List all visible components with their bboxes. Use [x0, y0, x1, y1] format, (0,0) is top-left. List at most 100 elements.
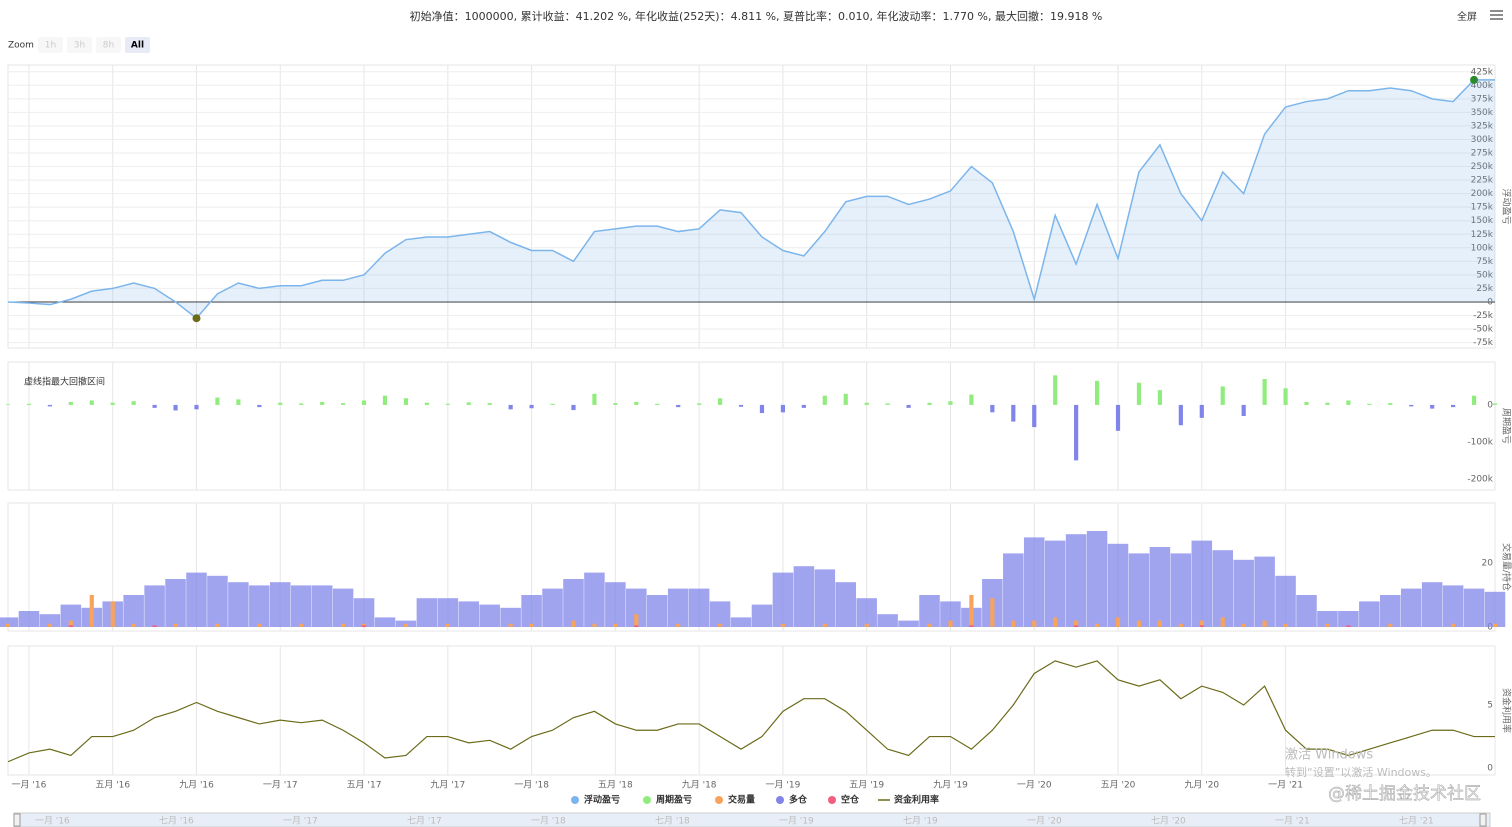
panel-frame: [7, 64, 1496, 349]
axis-title: 交易量/持仓: [1501, 543, 1512, 591]
bar: [68, 401, 73, 405]
navigator-label: 一月 '19: [779, 816, 814, 827]
bar: [927, 402, 932, 405]
bar: [144, 585, 165, 627]
bar: [885, 403, 890, 405]
bar: [1400, 588, 1422, 627]
zoom-button-label[interactable]: All: [131, 41, 144, 51]
fullscreen[interactable]: 全屏: [1457, 10, 1477, 23]
bar: [717, 623, 723, 627]
y-tick-label: -25k: [1473, 311, 1494, 321]
menu-icon[interactable]: [1490, 10, 1503, 20]
x-tick-label: 一月 '18: [514, 780, 549, 791]
bar: [382, 395, 388, 405]
bar: [634, 614, 639, 627]
bar: [1032, 404, 1037, 428]
bar: [969, 394, 974, 405]
y-tick-label: 400k: [1471, 81, 1494, 91]
bar: [207, 575, 228, 627]
legend-label[interactable]: 空仓: [841, 794, 860, 806]
bar: [1003, 553, 1024, 627]
legend-symbol[interactable]: [776, 796, 784, 804]
bar: [68, 625, 73, 627]
x-tick-label: 九月 '16: [179, 780, 214, 791]
bar: [634, 625, 639, 627]
bar: [822, 395, 827, 405]
bar: [89, 400, 94, 405]
y-tick-label: 275k: [1471, 149, 1494, 159]
bar: [1430, 404, 1435, 409]
y-tick-label: 325k: [1471, 121, 1494, 131]
legend-symbol[interactable]: [571, 796, 579, 804]
legend-label[interactable]: 多仓: [789, 794, 808, 806]
bar: [1199, 620, 1204, 627]
zoom-button[interactable]: [67, 37, 92, 53]
bar: [1484, 591, 1506, 627]
navigator: [13, 812, 1491, 827]
bar: [948, 620, 953, 627]
zoom-button-label[interactable]: 1h: [45, 41, 56, 51]
legend-label[interactable]: 资金利用率: [894, 794, 939, 806]
bar: [173, 623, 178, 627]
zoom-button[interactable]: [125, 37, 150, 53]
bar: [361, 625, 367, 627]
navigator-label: 七月 '16: [159, 816, 194, 827]
x-tick-label: 九月 '20: [1184, 780, 1219, 791]
y-tick-label: 200k: [1471, 189, 1494, 199]
bar: [542, 588, 563, 627]
bar: [1191, 540, 1213, 627]
x-tick-label: 一月 '21: [1268, 780, 1303, 791]
legend-label[interactable]: 周期盈亏: [656, 794, 692, 806]
y-tick-label: 425k: [1471, 67, 1494, 77]
x-tick-label: 五月 '19: [849, 780, 884, 791]
bar: [299, 403, 304, 405]
legend-symbol[interactable]: [643, 796, 651, 804]
zoom-button-label[interactable]: 8h: [103, 41, 114, 51]
x-tick-label: 九月 '18: [682, 780, 717, 791]
y-tick-label: 5: [1487, 701, 1493, 711]
bar: [1325, 402, 1330, 405]
x-tick-label: 一月 '19: [766, 780, 801, 791]
watermark: 激活 Windows: [1285, 748, 1373, 763]
bar: [5, 623, 11, 627]
zoom-button[interactable]: [96, 37, 121, 53]
legend-label[interactable]: 浮动盈亏: [584, 794, 620, 806]
bar: [1346, 400, 1351, 405]
y-tick-label: 0: [1487, 623, 1493, 633]
bar: [835, 582, 857, 627]
navigator-handle-right[interactable]: [1479, 813, 1487, 827]
axis-title: 周期盈亏: [1501, 408, 1512, 444]
bar: [801, 404, 806, 408]
bar: [152, 625, 157, 627]
bar: [626, 588, 647, 627]
bar: [529, 404, 534, 409]
annotation: 虚线指最大回撤区间: [24, 376, 105, 388]
navigator-handle-left[interactable]: [13, 813, 21, 827]
bar: [1304, 401, 1309, 405]
bar: [1199, 625, 1204, 627]
bar: [299, 623, 304, 627]
zoom-button[interactable]: [38, 37, 63, 53]
y-tick-label: -50k: [1473, 325, 1494, 335]
zoom-button-label[interactable]: 3h: [74, 41, 85, 51]
bar: [1283, 623, 1288, 627]
watermark: 转到“设置”以激活 Windows。: [1285, 765, 1437, 779]
y-tick-label: -100k: [1467, 437, 1493, 447]
legend-symbol[interactable]: [828, 796, 836, 804]
axis-title: 浮动盈亏: [1501, 188, 1512, 224]
bar: [919, 595, 940, 627]
legend-symbol[interactable]: [715, 796, 723, 804]
bar: [571, 404, 576, 411]
bar: [1074, 620, 1079, 627]
bar: [1136, 620, 1142, 627]
bar: [416, 598, 438, 627]
bar: [1065, 534, 1087, 627]
legend-label[interactable]: 交易量: [728, 794, 755, 806]
bar: [738, 404, 744, 407]
bar: [341, 403, 346, 405]
bar: [290, 585, 312, 627]
x-tick-label: 九月 '17: [430, 780, 465, 791]
bar: [1023, 537, 1045, 627]
navigator-label: 一月 '16: [35, 816, 70, 827]
